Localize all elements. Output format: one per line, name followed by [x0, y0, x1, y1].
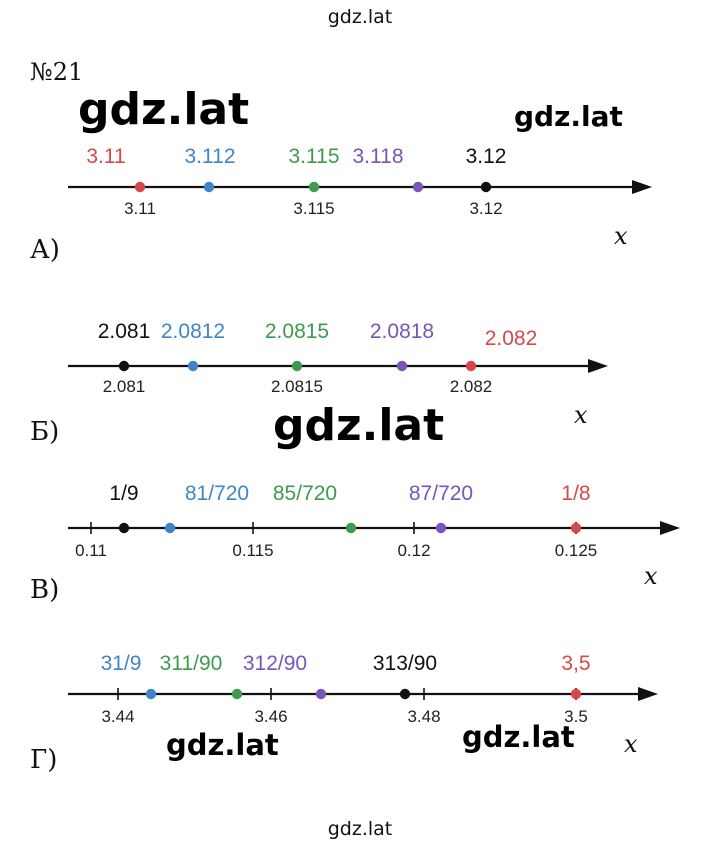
- axis-arrow: [660, 521, 680, 535]
- tick-label: 2.0815: [271, 377, 323, 396]
- point-label: 87/720: [409, 482, 473, 505]
- tick-label: 0.115: [232, 541, 273, 560]
- watermark: gdz.lat: [514, 100, 623, 133]
- watermark: gdz.lat: [166, 728, 279, 762]
- point-label: 3.115: [289, 145, 340, 168]
- axis-arrow: [588, 359, 608, 373]
- point-label: 2.0815: [265, 320, 329, 343]
- tick-label: 2.082: [450, 377, 493, 396]
- point-label: 31/9: [101, 652, 142, 675]
- watermark: gdz.lat: [78, 84, 250, 135]
- point-black: [399, 688, 411, 700]
- point-label: 3.11: [86, 145, 125, 168]
- axis-arrow: [638, 687, 658, 701]
- tick-label: 3.48: [407, 707, 440, 726]
- point-label: 3.118: [353, 145, 404, 168]
- point-green: [231, 688, 243, 700]
- point-label: 2.0812: [161, 320, 225, 343]
- point-purple: [315, 688, 327, 700]
- point-blue: [203, 181, 215, 193]
- point-label: 85/720: [273, 482, 337, 505]
- tick-label: 3.5: [564, 707, 588, 726]
- part-label: А): [30, 235, 60, 265]
- axis-variable: x: [574, 401, 588, 429]
- point-black: [118, 360, 130, 372]
- point-label: 3,5: [561, 652, 590, 675]
- point-label: 312/90: [243, 652, 307, 675]
- tick-label: 0.125: [555, 541, 598, 560]
- axis-arrow: [632, 180, 652, 194]
- point-label: 311/90: [160, 652, 223, 675]
- axis-variable: x: [624, 730, 638, 758]
- point-red: [134, 181, 146, 193]
- point-red: [465, 360, 477, 372]
- tick-label: 2.081: [103, 377, 146, 396]
- point-green: [308, 181, 320, 193]
- point-purple: [435, 522, 447, 534]
- point-red: [570, 688, 582, 700]
- problem-number: №21: [30, 58, 84, 86]
- point-label: 313/90: [373, 652, 437, 675]
- tick-label: 3.115: [293, 199, 334, 218]
- footer-site-name: gdz.lat: [327, 818, 393, 840]
- watermark: gdz.lat: [273, 400, 445, 451]
- tick-label: 3.12: [469, 199, 502, 218]
- tick-label: 3.11: [124, 199, 156, 218]
- point-label: 2.0818: [370, 320, 434, 343]
- point-label: 3.112: [185, 145, 236, 168]
- point-purple: [412, 181, 424, 193]
- tick-label: 0.12: [397, 541, 430, 560]
- axis-variable: x: [614, 222, 628, 250]
- part-label: В): [30, 575, 59, 605]
- point-green: [345, 522, 357, 534]
- point-label: 2.082: [485, 327, 538, 350]
- header-site-name: gdz.lat: [327, 6, 393, 28]
- point-blue: [164, 522, 176, 534]
- point-blue: [187, 360, 199, 372]
- point-red: [570, 522, 582, 534]
- point-green: [291, 360, 303, 372]
- point-label: 3.12: [466, 145, 507, 168]
- point-label: 2.081: [98, 320, 151, 343]
- point-label: 1/8: [561, 482, 590, 505]
- point-black: [118, 522, 130, 534]
- point-label: 81/720: [185, 482, 249, 505]
- tick-label: 3.46: [254, 707, 287, 726]
- point-purple: [396, 360, 408, 372]
- part-label: Г): [30, 745, 57, 775]
- tick-label: 3.44: [101, 707, 134, 726]
- tick-label: 0.11: [75, 541, 107, 560]
- point-black: [480, 181, 492, 193]
- point-blue: [145, 688, 157, 700]
- watermark: gdz.lat: [462, 720, 575, 754]
- part-label: Б): [30, 417, 59, 447]
- point-label: 1/9: [109, 482, 138, 505]
- axis-variable: x: [644, 562, 658, 590]
